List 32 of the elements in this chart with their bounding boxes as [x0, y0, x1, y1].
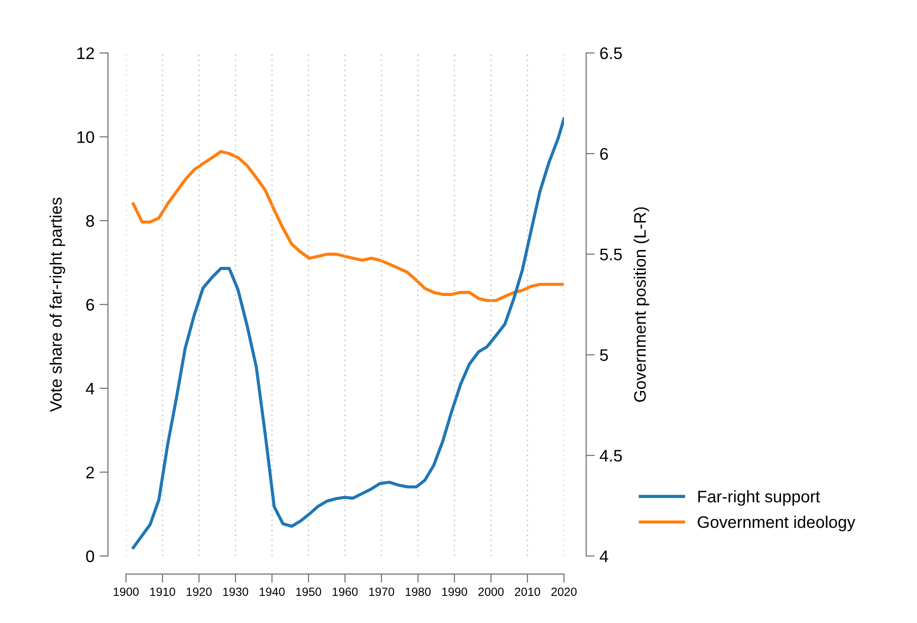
- y-tick-label: 0: [86, 550, 94, 562]
- y-tick-label: 10: [77, 131, 94, 144]
- y2-tick-label: 5: [600, 349, 608, 361]
- y2-tick-label: 6.5: [600, 47, 622, 60]
- y2-tick-label: 4: [600, 550, 608, 562]
- x-tick-label: 2010: [514, 588, 540, 596]
- x-tick-label: 1970: [369, 588, 394, 596]
- x-tick-label: 1990: [442, 588, 468, 596]
- y-axis-title: Vote share of far-right parties: [50, 198, 66, 412]
- x-tick-label: 2000: [478, 588, 504, 596]
- x-tick-label: 1930: [223, 588, 248, 596]
- x-tick-label: 1960: [332, 588, 358, 596]
- y-tick-label: 6: [86, 298, 94, 311]
- legend-label: Far-right support: [698, 490, 820, 506]
- y2-tick-label: 6: [600, 148, 608, 160]
- x-tick-label: 1910: [150, 588, 176, 596]
- legend-label: Government ideology: [698, 516, 856, 532]
- y2-tick-label: 4.5: [600, 450, 622, 462]
- y2-tick-label: 5.5: [600, 248, 622, 260]
- y-tick-label: 2: [86, 466, 94, 478]
- y2-axis-title: Government position (L-R): [634, 207, 650, 402]
- y-tick-label: 4: [86, 382, 94, 394]
- x-tick-label: 1920: [186, 588, 212, 596]
- x-tick-label: 1900: [114, 588, 139, 596]
- y-tick-label: 12: [77, 47, 94, 59]
- line-series: [132, 150, 564, 302]
- y-tick-label: 8: [86, 215, 94, 227]
- x-tick-label: 2020: [551, 588, 577, 596]
- x-tick-label: 1940: [260, 588, 285, 596]
- x-tick-label: 1980: [406, 588, 431, 596]
- x-tick-label: 1950: [296, 588, 322, 596]
- line-series: [132, 117, 564, 550]
